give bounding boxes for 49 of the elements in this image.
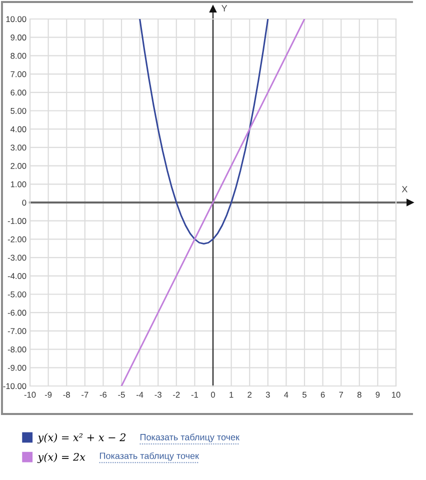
x-tick-label: -10: [24, 392, 36, 398]
y-tick-label: 10.00: [6, 16, 26, 22]
y-tick-label: -2.00: [8, 236, 26, 242]
x-tick-label: 2: [248, 392, 252, 398]
x-tick-label: 9: [376, 392, 380, 398]
x-tick-label: 3: [266, 392, 270, 398]
y-tick-label: -1.00: [8, 218, 26, 224]
x-tick-label: -2: [173, 392, 180, 398]
y-tick-label: -8.00: [8, 346, 26, 352]
x-tick-label: -7: [82, 392, 88, 398]
y-tick-label: 5.00: [10, 108, 26, 114]
x-tick-label: 4: [284, 392, 288, 398]
y-tick-label: -5.00: [8, 291, 26, 298]
text: Показать таблицу точек: [140, 434, 240, 442]
legend-label: y(x) = 2x: [37, 452, 86, 463]
line-series: [139, 19, 269, 245]
x-tick-label: -3: [154, 392, 162, 398]
x-tick-label: 6: [320, 392, 325, 398]
x-axis-title: X: [402, 186, 408, 192]
x-tick-label: -8: [63, 392, 70, 398]
x-tick-label: 5: [302, 392, 306, 398]
x-tick-label: 7: [339, 392, 343, 398]
y-tick-label: 3.00: [10, 144, 26, 151]
y-tick-label: -10.00: [3, 383, 26, 390]
y-tick-label: 6.00: [10, 90, 26, 96]
x-tick-label: 8: [357, 392, 362, 398]
y-tick-label: 4.00: [10, 126, 26, 132]
x-tick-label: -6: [100, 392, 107, 398]
y-tick-label: -6.00: [8, 310, 26, 316]
y-tick-label: 9.00: [10, 34, 26, 40]
y-tick-label: 7.00: [10, 71, 26, 78]
y-tick-label: 1.00: [10, 181, 26, 188]
y-tick-label: -3.00: [8, 254, 26, 261]
y-tick-label: 8.00: [10, 52, 26, 59]
x-tick-label: -1: [191, 392, 198, 398]
y-axis-title: Y: [222, 5, 228, 12]
text: Показать таблицу точек: [100, 452, 200, 461]
x-tick-label: -9: [44, 392, 52, 398]
y-tick-label: 2.00: [10, 163, 26, 169]
y-tick-label: -7.00: [8, 328, 26, 334]
y-tick-label: -9.00: [8, 364, 26, 371]
x-tick-label: 1: [230, 392, 234, 398]
legend-label: y(x) = x² + x − 2: [37, 433, 126, 444]
x-tick-label: 0: [211, 392, 215, 398]
x-tick-label: -5: [118, 392, 125, 398]
y-tick-label: 0: [22, 200, 26, 206]
x-tick-label: -4: [136, 392, 144, 398]
y-tick-label: -4.00: [8, 273, 26, 279]
x-tick-label: 10: [392, 392, 400, 398]
